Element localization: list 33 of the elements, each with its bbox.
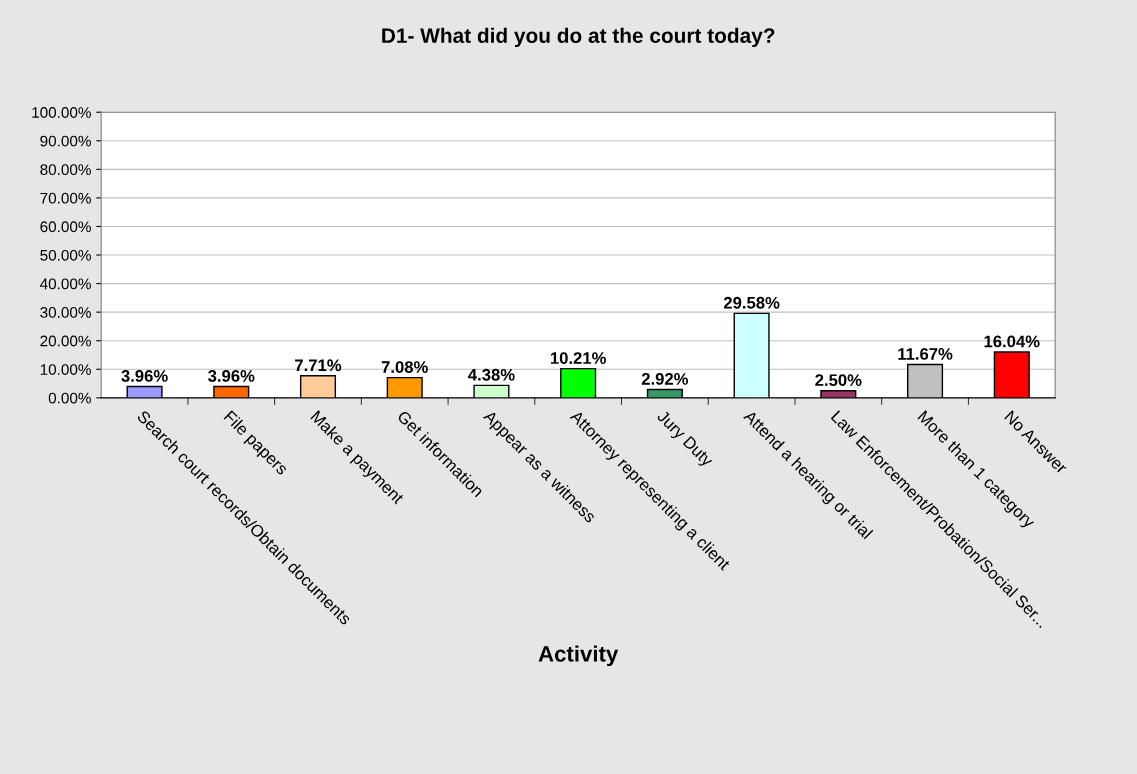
y-tick-label: 40.00%	[40, 278, 91, 290]
y-tick-label: 30.00%	[40, 307, 91, 318]
y-tick-label: 50.00%	[40, 249, 91, 261]
data-label: 3.96%	[121, 370, 168, 382]
chart-title: D1- What did you do at the court today?	[382, 27, 775, 48]
y-tick-label: 100.00%	[32, 107, 91, 118]
data-label: 7.08%	[381, 361, 428, 373]
data-label: 2.92%	[641, 373, 689, 385]
data-label: 10.21%	[550, 352, 606, 364]
y-tick-label: 70.00%	[40, 192, 91, 204]
y-tick-label: 90.00%	[40, 135, 91, 147]
y-tick-label: 80.00%	[40, 164, 91, 176]
data-label: 7.71%	[295, 359, 342, 372]
bar	[560, 367, 597, 398]
bar	[213, 385, 250, 398]
data-label: 11.67%	[898, 348, 953, 360]
data-label: 4.38%	[468, 368, 515, 381]
y-tick-label: 20.00%	[40, 335, 91, 347]
y-tick-label: 10.00%	[40, 364, 91, 375]
y-tick-label: 60.00%	[40, 221, 91, 233]
bar	[993, 351, 1030, 398]
data-label: 29.58%	[723, 296, 780, 309]
bar	[126, 385, 163, 398]
data-label: 2.50%	[815, 374, 862, 387]
data-label: 16.04%	[984, 335, 1040, 348]
bar	[473, 384, 510, 398]
bar	[733, 312, 770, 398]
x-axis-title: Activity	[538, 645, 619, 667]
bar	[386, 376, 423, 398]
data-label: 3.96%	[208, 370, 255, 382]
bar	[820, 390, 857, 398]
bar	[299, 375, 337, 398]
y-tick-label: 0.00%	[48, 392, 91, 404]
